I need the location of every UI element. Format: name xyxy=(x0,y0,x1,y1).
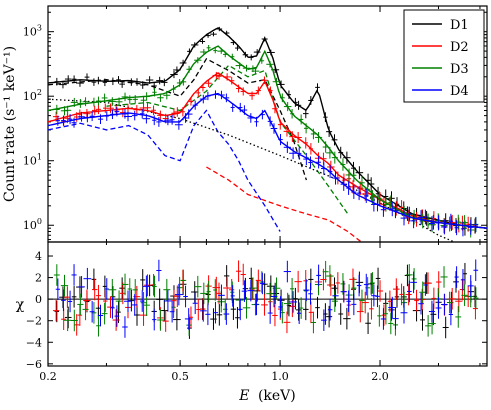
y-tick-label-bottom: −6 xyxy=(26,358,42,371)
data-series xyxy=(48,26,487,238)
dashed-component-0 xyxy=(48,57,308,181)
legend-label-D2: D2 xyxy=(450,40,469,55)
x-tick-label: 1.0 xyxy=(271,370,289,383)
y-tick-label-exponent: 1 xyxy=(37,153,42,162)
dashed-component-2 xyxy=(106,64,349,215)
y-tick-label-exponent: 0 xyxy=(37,217,42,226)
y-tick-label-bottom: 4 xyxy=(35,250,42,263)
y-tick-label-bottom: 2 xyxy=(35,272,42,285)
x-tick-label: 0.5 xyxy=(171,370,189,383)
y-axis-title-chi: χ xyxy=(16,297,25,313)
y-tick-label-top: 102 xyxy=(23,88,42,103)
legend-label-D3: D3 xyxy=(450,62,469,77)
y-tick-label-exponent: 3 xyxy=(37,24,42,33)
dashed-component-3 xyxy=(48,109,281,232)
legend-box xyxy=(403,9,485,103)
residual-points xyxy=(52,259,479,339)
x-tick-label: 2.0 xyxy=(371,370,389,383)
y-tick-label-bottom: 0 xyxy=(35,293,42,306)
x-axis-title: E (keV) xyxy=(238,388,296,404)
y-tick-label-top: 103 xyxy=(23,24,42,39)
x-tick-label: 0.2 xyxy=(39,370,57,383)
legend-label-D4: D4 xyxy=(450,84,469,99)
dashed-component-1 xyxy=(206,166,363,242)
y-tick-label-base: 10 xyxy=(23,26,37,39)
y-tick-label-bottom: −2 xyxy=(26,315,42,328)
x-axis-unit: (keV) xyxy=(258,388,296,404)
y-tick-label-top: 100 xyxy=(23,217,42,232)
legend: D1 D2 D3 D4 xyxy=(403,9,485,103)
dotted-component xyxy=(48,98,457,242)
y-tick-label-base: 10 xyxy=(23,219,37,232)
model-components xyxy=(48,57,457,242)
residual-panel: 0.2 0.5 1.0 2.0 4 2 0 −2 −4 −6 xyxy=(26,241,488,383)
y-tick-label-base: 10 xyxy=(23,90,37,103)
y-tick-label-bottom: −4 xyxy=(26,336,42,349)
y-tick-label-exponent: 2 xyxy=(37,88,42,97)
residual-panel-frame xyxy=(47,241,488,367)
legend-label-D1: D1 xyxy=(450,18,469,33)
y-tick-label-top: 101 xyxy=(23,153,42,168)
x-axis-variable: E xyxy=(238,388,249,404)
y-axis-title-count-rate: Count rate (s⁻¹ keV⁻¹) xyxy=(2,46,18,202)
y-tick-label-base: 10 xyxy=(23,155,37,168)
